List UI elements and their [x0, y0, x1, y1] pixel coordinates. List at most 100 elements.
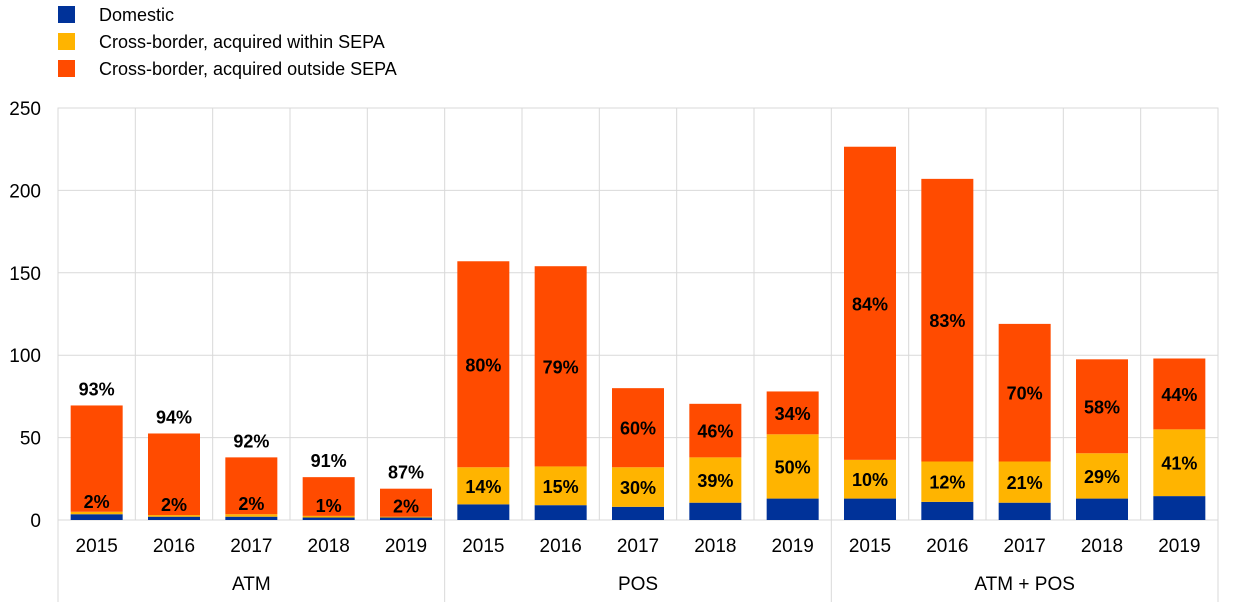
bar-segment: [1153, 358, 1206, 430]
bar-segment: [457, 467, 510, 505]
bar-segment: [612, 506, 664, 520]
bar-segment: [998, 461, 1051, 503]
x-tick-label: 2018: [1081, 536, 1123, 557]
data-label-outside-sepa: 70%: [1007, 384, 1043, 404]
bar-segment: [302, 515, 355, 518]
bar-segment: [457, 261, 510, 468]
bar-segment: [689, 457, 742, 503]
data-label-within-sepa: 21%: [1007, 473, 1043, 493]
bar-segment: [766, 498, 819, 520]
bar-segment: [766, 391, 819, 435]
data-label-within-sepa: 1%: [316, 496, 342, 516]
y-tick-label: 250: [9, 99, 41, 120]
bar-segment: [1153, 496, 1206, 520]
bar-segment: [148, 515, 200, 517]
x-tick-label: 2017: [230, 536, 272, 557]
x-tick-label: 2017: [617, 536, 659, 557]
bar-segment: [225, 457, 278, 515]
x-tick-label: 2015: [462, 536, 504, 557]
x-axis: 2015 2016 2017 2018 2019 ATM 2015 2016 2017 2018 2…: [57, 520, 1219, 602]
x-tick-label: 2019: [772, 536, 814, 557]
y-tick-label: 50: [20, 429, 41, 450]
data-label-outside-sepa: 94%: [156, 407, 192, 427]
bar-segment: [534, 505, 587, 520]
bar-segment: [302, 517, 355, 520]
bars: [70, 146, 1206, 520]
x-tick-label: 2018: [694, 536, 736, 557]
y-tick-label: 0: [30, 511, 41, 532]
y-tick-label: 200: [9, 181, 41, 202]
x-tick-label: 2016: [540, 536, 582, 557]
data-label-within-sepa: 15%: [543, 477, 579, 497]
bar-segment: [457, 504, 510, 520]
legend-swatch: [58, 60, 75, 77]
data-label-within-sepa: 2%: [238, 494, 264, 514]
bar-segment: [70, 511, 123, 515]
data-label-within-sepa: 2%: [84, 492, 110, 512]
data-label-within-sepa: 29%: [1084, 467, 1120, 487]
x-group-label: ATM + POS: [974, 574, 1074, 595]
x-tick-label: 2016: [153, 536, 195, 557]
bar-segment: [612, 388, 664, 468]
legend-swatch: [58, 33, 75, 50]
data-label-within-sepa: 50%: [775, 457, 811, 477]
bar-segment: [1076, 453, 1128, 499]
x-tick-label: 2015: [849, 536, 891, 557]
bar-segment: [70, 405, 123, 512]
data-label-outside-sepa: 84%: [852, 294, 888, 314]
data-label-outside-sepa: 83%: [929, 311, 965, 331]
data-label-outside-sepa: 60%: [620, 419, 656, 439]
x-tick-label: 2015: [76, 536, 118, 557]
bar-segment: [1153, 429, 1206, 497]
data-labels: 2% 93% 2% 94% 2% 92% 1% 91% 2% 87% 14% 80% 15% 79% 30%…: [79, 294, 1198, 516]
bar-segment: [225, 514, 278, 517]
data-label-within-sepa: 30%: [620, 478, 656, 498]
x-tick-label: 2019: [385, 536, 427, 557]
data-label-within-sepa: 39%: [697, 471, 733, 491]
bar-segment: [225, 516, 278, 520]
x-tick-label: 2018: [308, 536, 350, 557]
legend: Domestic Cross-border, acquired within SE…: [58, 5, 397, 79]
y-axis: 0 50 100 150 200 250: [9, 99, 41, 532]
bar-segment: [380, 517, 432, 520]
data-label-outside-sepa: 44%: [1161, 385, 1197, 405]
bar-segment: [844, 498, 896, 520]
bar-segment: [844, 459, 896, 499]
bar-segment: [766, 434, 819, 499]
data-label-within-sepa: 2%: [393, 497, 419, 517]
data-label-within-sepa: 12%: [929, 473, 965, 493]
data-label-outside-sepa: 34%: [775, 404, 811, 424]
x-tick-label: 2016: [926, 536, 968, 557]
grid-lines: [57, 107, 1219, 521]
bar-segment: [1076, 498, 1128, 520]
x-tick-label: 2017: [1004, 536, 1046, 557]
legend-label: Domestic: [99, 5, 174, 25]
bar-segment: [148, 516, 200, 520]
bar-segment: [612, 467, 664, 507]
data-label-within-sepa: 2%: [161, 495, 187, 515]
data-label-outside-sepa: 80%: [465, 355, 501, 375]
bar-segment: [689, 502, 742, 520]
bar-segment: [921, 178, 974, 462]
bar-segment: [534, 266, 587, 467]
bar-segment: [921, 461, 974, 502]
bar-segment: [689, 403, 742, 458]
data-label-outside-sepa: 58%: [1084, 397, 1120, 417]
data-label-outside-sepa: 87%: [388, 463, 424, 483]
bar-segment: [998, 323, 1051, 462]
bar-segment: [534, 466, 587, 506]
legend-label: Cross-border, acquired outside SEPA: [99, 59, 397, 79]
data-label-within-sepa: 41%: [1161, 454, 1197, 474]
data-label-outside-sepa: 79%: [543, 357, 579, 377]
bar-segment: [70, 514, 123, 520]
bar-segment: [380, 488, 432, 517]
bar-segment: [380, 516, 432, 518]
data-label-outside-sepa: 93%: [79, 379, 115, 399]
y-tick-label: 150: [9, 264, 41, 285]
x-tick-label: 2019: [1158, 536, 1200, 557]
legend-swatch: [58, 6, 75, 23]
bar-segment: [998, 502, 1051, 520]
bar-segment: [302, 477, 355, 516]
